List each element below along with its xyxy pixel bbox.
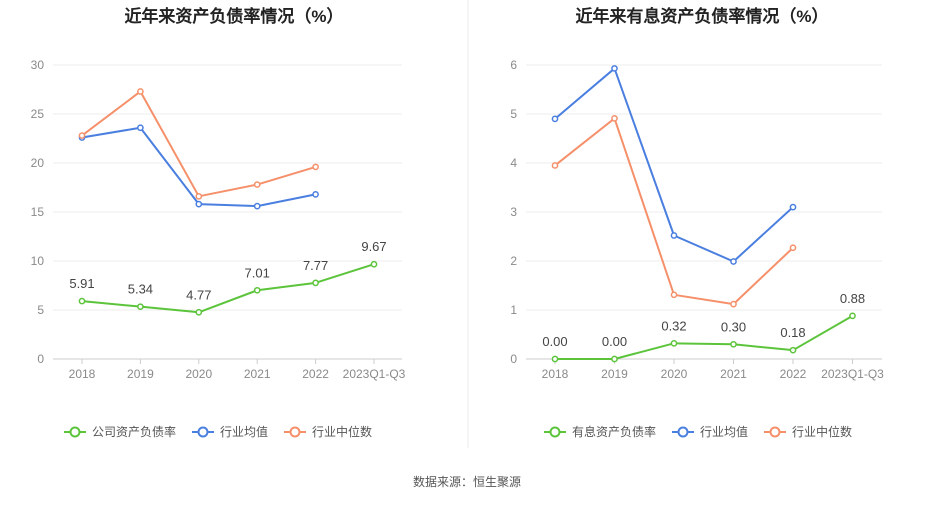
y-tick-label: 0 bbox=[37, 352, 44, 366]
data-label: 7.77 bbox=[303, 258, 328, 273]
chart-title: 近年来资产负债率情况（%） bbox=[124, 6, 343, 26]
data-point bbox=[670, 232, 678, 239]
data-point bbox=[312, 279, 319, 287]
data-point bbox=[253, 202, 261, 210]
x-tick-label: 2023Q1-Q3 bbox=[821, 367, 884, 381]
data-point bbox=[670, 339, 678, 347]
data-point bbox=[312, 163, 319, 171]
y-tick-label: 2 bbox=[510, 254, 517, 268]
legend-item: 有息资产负债率 bbox=[544, 424, 656, 439]
chart-panel-2: 近年来有息资产负债率情况（%） 0 1 2 3 4 5 6 2018 2019 2020 2021 20… bbox=[510, 6, 884, 439]
data-label: 0.30 bbox=[721, 319, 746, 334]
data-label: 0.32 bbox=[661, 318, 686, 333]
data-label: 0.00 bbox=[542, 334, 567, 349]
data-point bbox=[551, 162, 559, 169]
data-label: 4.77 bbox=[186, 287, 211, 302]
data-label: 7.01 bbox=[245, 265, 270, 280]
y-tick-label: 0 bbox=[510, 352, 517, 366]
y-tick-label: 25 bbox=[31, 107, 45, 121]
y-tick-label: 15 bbox=[31, 205, 45, 219]
chart-title: 近年来有息资产负债率情况（%） bbox=[575, 6, 828, 26]
data-point bbox=[789, 244, 797, 252]
series-line bbox=[555, 315, 853, 360]
legend-swatch-marker bbox=[289, 426, 301, 438]
legend-swatch-marker bbox=[69, 426, 81, 438]
data-label: 5.91 bbox=[69, 276, 94, 291]
legend-swatch-marker bbox=[549, 426, 561, 438]
y-tick-label: 5 bbox=[510, 107, 517, 121]
data-label: 0.88 bbox=[840, 291, 865, 306]
data-label: 0.18 bbox=[780, 325, 805, 340]
source-label: 数据来源：恒生聚源 bbox=[413, 474, 521, 489]
x-tick-label: 2020 bbox=[661, 367, 688, 381]
legend-item: 行业中位数 bbox=[284, 424, 372, 439]
legend-item: 行业均值 bbox=[192, 424, 268, 439]
y-tick-label: 20 bbox=[31, 156, 45, 170]
x-tick-label: 2021 bbox=[244, 367, 271, 381]
data-point bbox=[730, 300, 737, 308]
legend-label: 行业均值 bbox=[220, 424, 268, 439]
legend-swatch-marker bbox=[769, 426, 781, 438]
data-point bbox=[195, 308, 203, 316]
legend-item: 行业均值 bbox=[672, 424, 748, 439]
data-point bbox=[195, 200, 203, 208]
data-point bbox=[789, 346, 797, 354]
legend-swatch-marker bbox=[677, 426, 689, 438]
data-point bbox=[370, 260, 378, 268]
x-tick-label: 2019 bbox=[601, 367, 628, 381]
series-line bbox=[81, 263, 375, 314]
y-tick-label: 30 bbox=[31, 58, 45, 72]
x-tick-label: 2023Q1-Q3 bbox=[343, 367, 406, 381]
y-tick-label: 1 bbox=[510, 303, 517, 317]
x-tick-label: 2022 bbox=[780, 367, 807, 381]
legend-label: 行业中位数 bbox=[792, 424, 852, 439]
data-point bbox=[78, 297, 86, 305]
data-point bbox=[670, 291, 678, 299]
legend-swatch-marker bbox=[197, 426, 209, 438]
data-point bbox=[312, 191, 319, 198]
data-point bbox=[253, 181, 261, 188]
x-tick-label: 2018 bbox=[542, 367, 569, 381]
data-label: 0.00 bbox=[602, 334, 627, 349]
data-point bbox=[849, 312, 856, 320]
data-point bbox=[137, 88, 144, 95]
data-point bbox=[137, 303, 144, 311]
data-point bbox=[253, 286, 261, 294]
data-point bbox=[78, 132, 86, 139]
data-point bbox=[551, 355, 559, 363]
data-point bbox=[195, 192, 203, 200]
series-line bbox=[81, 90, 316, 198]
y-tick-label: 5 bbox=[37, 303, 44, 317]
x-tick-label: 2019 bbox=[127, 367, 154, 381]
legend-item: 公司资产负债率 bbox=[64, 424, 176, 439]
y-tick-label: 4 bbox=[510, 156, 517, 170]
data-point bbox=[137, 124, 144, 132]
data-point bbox=[551, 115, 559, 123]
series-line bbox=[554, 117, 794, 306]
y-tick-label: 10 bbox=[31, 254, 45, 268]
data-point bbox=[611, 355, 618, 363]
data-point bbox=[730, 340, 737, 348]
legend-label: 行业均值 bbox=[700, 424, 748, 439]
data-point bbox=[611, 65, 618, 72]
legend-item: 行业中位数 bbox=[764, 424, 852, 439]
legend-label: 公司资产负债率 bbox=[92, 424, 176, 439]
legend-label: 行业中位数 bbox=[312, 424, 372, 439]
x-tick-label: 2018 bbox=[69, 367, 96, 381]
x-tick-label: 2022 bbox=[302, 367, 329, 381]
legend-label: 有息资产负债率 bbox=[572, 424, 656, 439]
data-point bbox=[730, 258, 737, 265]
data-point bbox=[789, 203, 797, 211]
x-tick-label: 2021 bbox=[720, 367, 747, 381]
x-tick-label: 2020 bbox=[185, 367, 212, 381]
data-point bbox=[611, 115, 618, 122]
y-tick-label: 6 bbox=[510, 58, 517, 72]
y-tick-label: 3 bbox=[510, 205, 517, 219]
chart-panel-1: 近年来资产负债率情况（%） 0 5 10 15 20 25 30 2018 2019 2020 202… bbox=[31, 6, 406, 439]
data-label: 5.34 bbox=[128, 282, 153, 297]
data-label: 9.67 bbox=[361, 239, 386, 254]
